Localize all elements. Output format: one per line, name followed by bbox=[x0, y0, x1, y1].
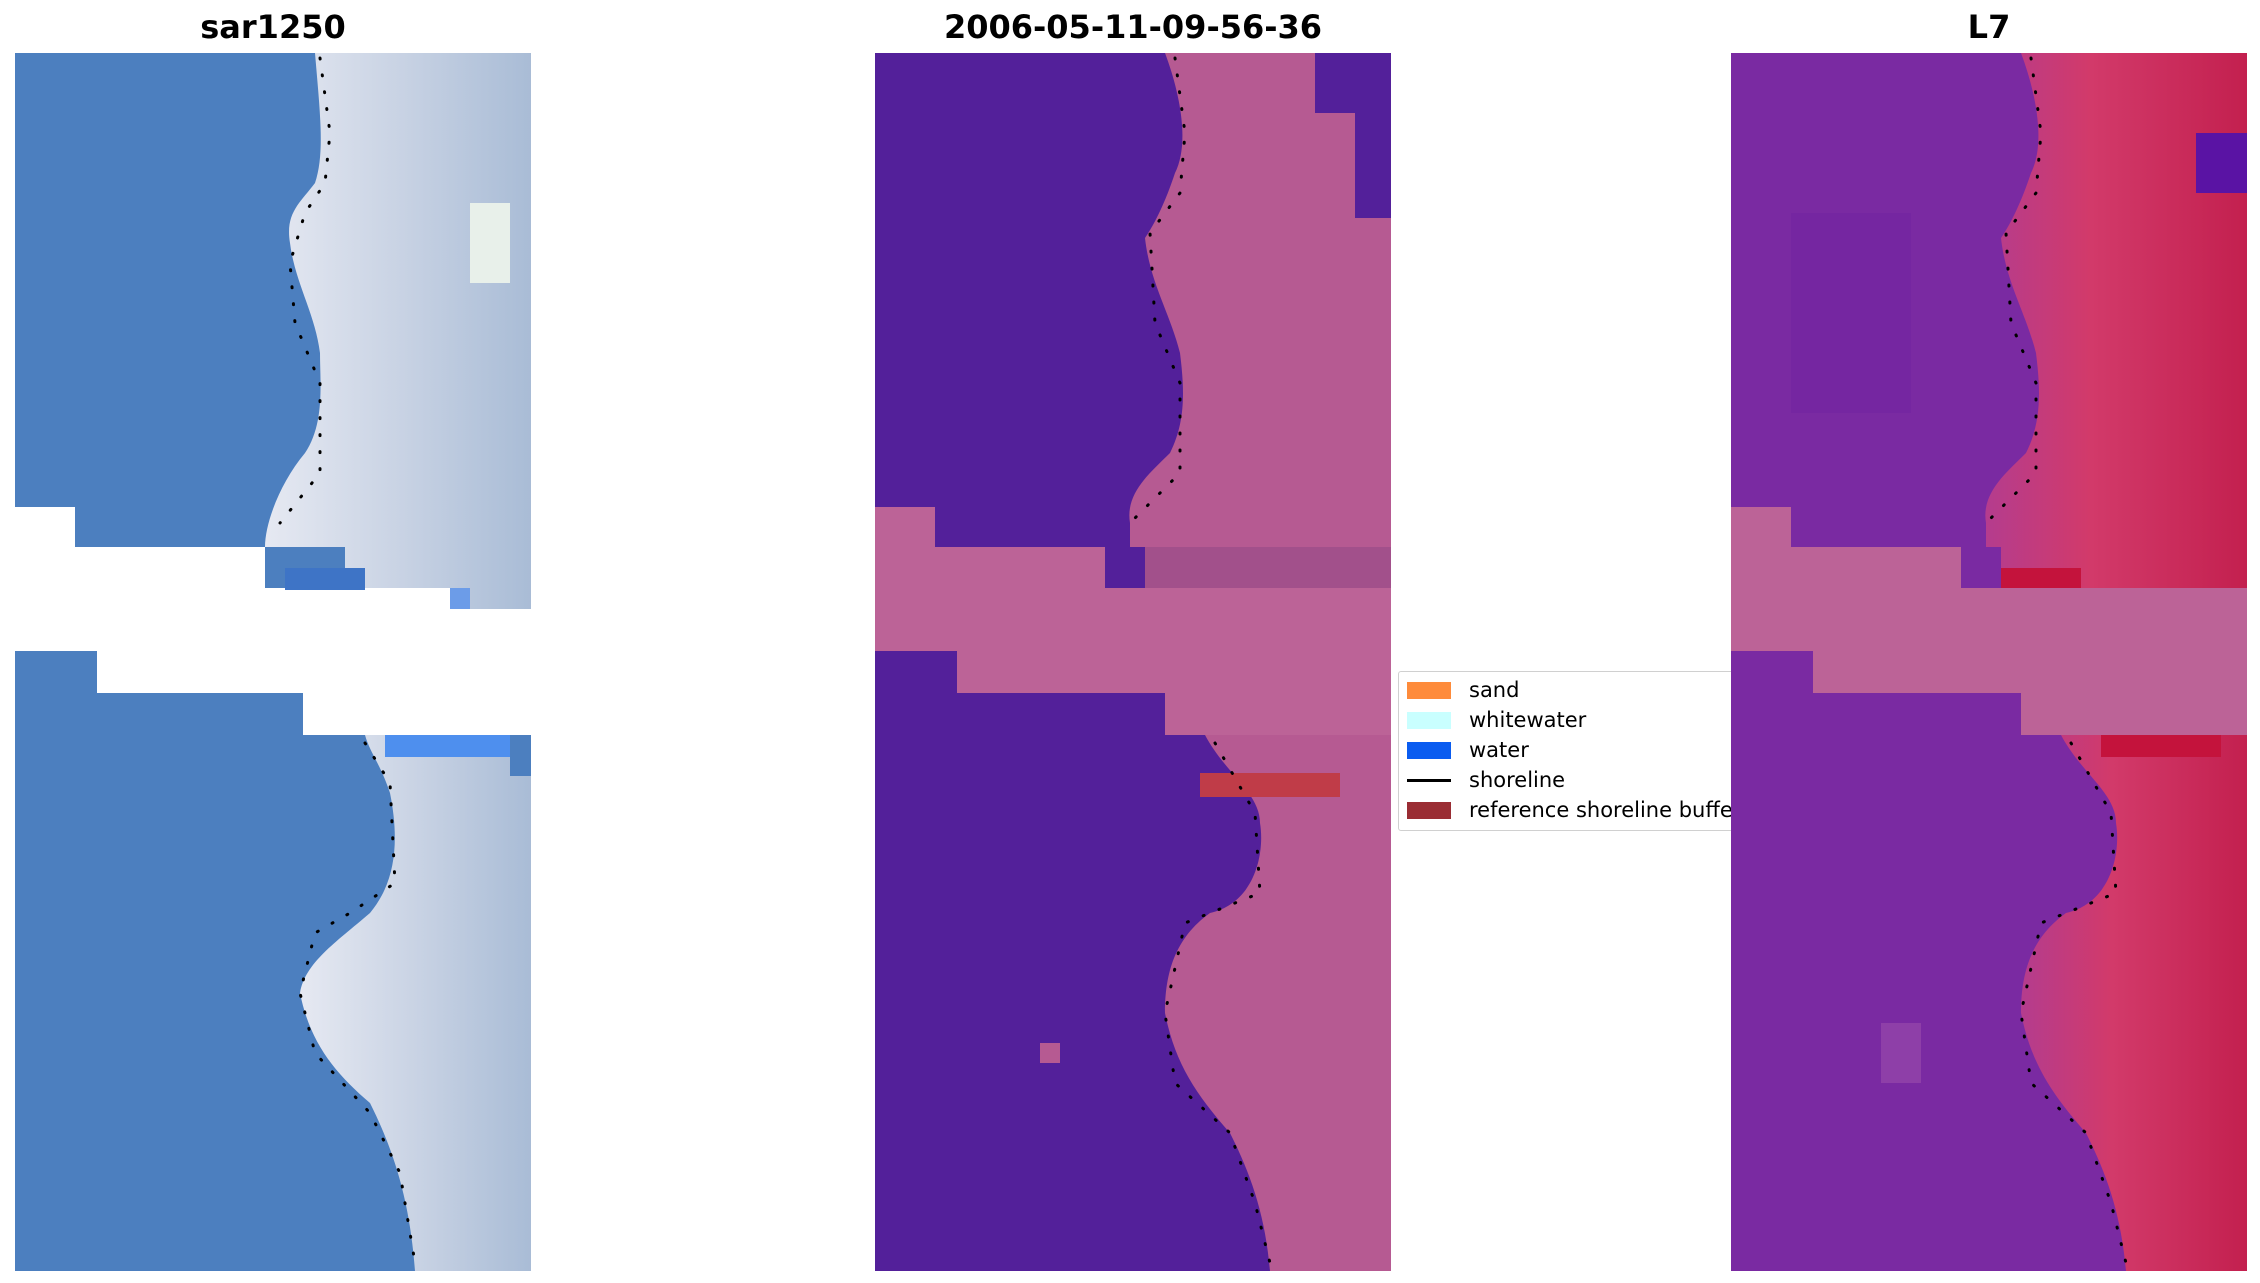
legend-item-shoreline: shoreline bbox=[1407, 768, 1566, 792]
classified-image bbox=[875, 53, 1391, 1271]
false-color-image bbox=[1731, 53, 2247, 1271]
rgb-image bbox=[15, 53, 531, 1271]
water-swatch bbox=[1407, 741, 1451, 759]
whitewater-swatch bbox=[1407, 711, 1451, 729]
legend-label-water: water bbox=[1469, 738, 1529, 762]
legend-label-shoreline: shoreline bbox=[1469, 768, 1566, 792]
sand-swatch bbox=[1407, 681, 1451, 699]
legend-item-sand: sand bbox=[1407, 678, 1520, 702]
legend-item-whitewater: whitewater bbox=[1407, 708, 1587, 732]
legend: sand whitewater water shoreline referenc… bbox=[1398, 671, 1743, 831]
legend-label-sand: sand bbox=[1469, 678, 1520, 702]
legend-label-buffer: reference shoreline buffer bbox=[1469, 798, 1742, 822]
panel-title-classified: 2006-05-11-09-56-36 bbox=[943, 8, 1323, 46]
legend-item-water: water bbox=[1407, 738, 1529, 762]
buffer-swatch bbox=[1407, 801, 1451, 819]
shoreline-line-swatch bbox=[1407, 778, 1451, 782]
legend-item-buffer: reference shoreline buffer bbox=[1407, 798, 1742, 822]
legend-label-whitewater: whitewater bbox=[1469, 708, 1587, 732]
panel-title-false-color: L7 bbox=[1967, 8, 2011, 46]
panel-title-rgb: sar1250 bbox=[200, 8, 346, 46]
